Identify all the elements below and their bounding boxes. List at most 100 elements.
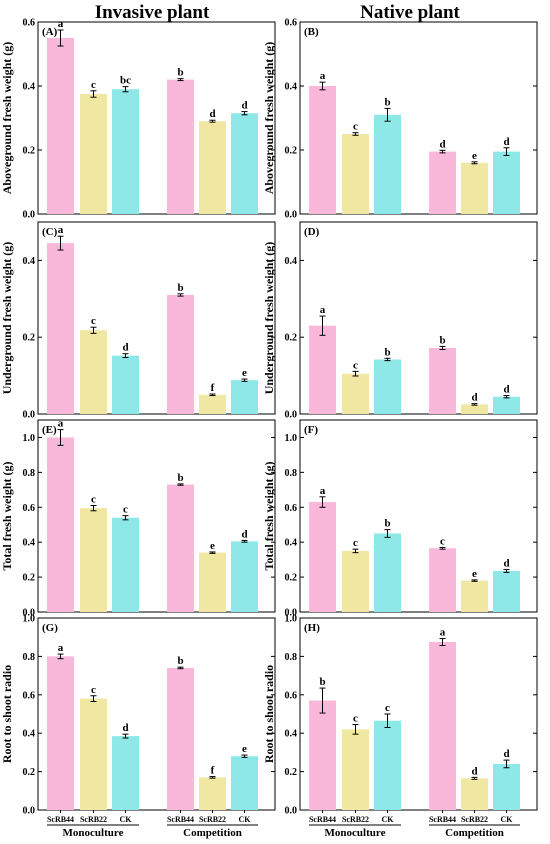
panel-tag: (F) (304, 424, 318, 436)
bar-scrb22 (80, 330, 107, 414)
bar-ck (231, 541, 258, 612)
significance-letter: d (209, 108, 215, 120)
significance-letter: f (211, 765, 215, 777)
bar-ck (231, 756, 258, 810)
significance-letter: c (91, 79, 96, 91)
column-title-native: Native plant (360, 2, 460, 23)
significance-letter: f (211, 382, 215, 394)
group-label: Monoculture (325, 827, 386, 839)
x-tick-label: ScRB44 (167, 815, 194, 824)
x-tick-label: CK (239, 815, 252, 824)
bar-scrb22 (199, 394, 226, 414)
y-tick-label: 0.0 (285, 806, 298, 817)
bar-scrb44 (429, 548, 456, 612)
significance-letter: bc (120, 75, 131, 87)
x-tick-label: CK (501, 815, 514, 824)
significance-letter: b (439, 334, 445, 346)
significance-letter: c (91, 684, 96, 696)
plot-frame (37, 617, 276, 811)
significance-letter: a (320, 70, 326, 82)
panel-h: 0.0 0.2 0.4 0.6 0.8 1.0 (H) Root to shoot radio… (262, 614, 538, 839)
significance-letter: d (503, 136, 509, 148)
bar-scrb22 (342, 373, 369, 414)
bar-ck (112, 89, 139, 214)
bar-scrb44 (309, 325, 336, 414)
y-tick-label: 0.6 (285, 690, 298, 701)
panel-tag: (B) (304, 26, 319, 38)
y-tick-label: 0.0 (285, 410, 298, 421)
bar-scrb22 (461, 404, 488, 414)
bar-scrb44 (47, 38, 74, 214)
bar-scrb22 (461, 162, 488, 214)
x-tick-label: ScRB44 (309, 815, 336, 824)
group-label: Monoculture (63, 827, 124, 839)
y-tick-label: 0.2 (285, 333, 298, 344)
y-tick-label: 0.8 (23, 652, 36, 663)
plot-frame (37, 419, 276, 613)
significance-letter: c (353, 713, 358, 725)
plot-frame (299, 419, 538, 613)
y-tick-label: 0.8 (23, 468, 36, 479)
y-tick-label: 0.0 (23, 806, 36, 817)
panel-tag: (H) (304, 622, 320, 634)
y-tick-label: 0.2 (285, 573, 298, 584)
bar-ck (374, 114, 401, 214)
significance-letter: d (503, 748, 509, 760)
x-tick-label: ScRB22 (461, 815, 488, 824)
bar-scrb22 (342, 729, 369, 810)
bar-scrb22 (80, 698, 107, 810)
bar-scrb44 (167, 294, 194, 414)
significance-letter: b (177, 472, 183, 484)
y-tick-label: 0.4 (285, 538, 298, 549)
y-tick-label: 0.6 (23, 690, 36, 701)
y-tick-label: 0.2 (23, 146, 36, 157)
panels: 0.0 0.2 0.4 0.6 (A) Aboveground fresh weight … (0, 18, 538, 839)
x-tick-label: ScRB44 (47, 815, 74, 824)
bar-ck (493, 151, 520, 214)
y-tick-label: 0.0 (285, 210, 298, 221)
y-axis-label: Root to shoot radio (0, 665, 14, 763)
y-tick-label: 0.2 (285, 146, 298, 157)
panel-tag: (D) (304, 226, 320, 238)
significance-letter: c (91, 494, 96, 506)
significance-letter: a (440, 627, 446, 639)
bar-scrb22 (80, 508, 107, 612)
bar-ck (231, 380, 258, 414)
bar-scrb22 (461, 580, 488, 612)
bar-scrb44 (167, 667, 194, 810)
y-tick-label: 0.4 (23, 82, 36, 93)
group-label: Competition (183, 827, 242, 839)
bar-scrb22 (199, 777, 226, 810)
y-tick-label: 0.4 (23, 729, 36, 740)
bar-scrb44 (47, 437, 74, 612)
y-axis-label: Aboveground fresh weight (g) (0, 42, 14, 195)
y-tick-label: 0.6 (23, 503, 36, 514)
significance-letter: d (241, 100, 247, 112)
y-axis-label: Underground fresh weight (g) (262, 242, 276, 395)
significance-letter: b (384, 518, 390, 530)
bar-scrb44 (429, 642, 456, 810)
bar-scrb22 (199, 552, 226, 612)
bar-ck (374, 533, 401, 612)
plot-frame (37, 221, 276, 415)
y-tick-label: 0.6 (285, 18, 298, 29)
y-tick-label: 0.8 (285, 652, 298, 663)
y-axis-label: Total fresh weight (g) (262, 462, 276, 571)
significance-letter: d (503, 384, 509, 396)
significance-letter: b (177, 67, 183, 79)
y-tick-label: 1.0 (285, 614, 298, 625)
x-tick-label: ScRB22 (199, 815, 226, 824)
significance-letter: b (177, 282, 183, 294)
significance-letter: c (385, 702, 390, 714)
bar-ck (374, 359, 401, 414)
bar-ck (374, 720, 401, 810)
bar-ck (112, 736, 139, 810)
significance-letter: d (471, 392, 477, 404)
bar-scrb44 (429, 151, 456, 214)
y-tick-label: 0.6 (23, 18, 36, 29)
y-tick-label: 0.2 (23, 573, 36, 584)
significance-letter: e (210, 540, 215, 552)
bar-ck (231, 113, 258, 214)
panel-b: 0.0 0.2 0.4 0.6 (B) Aboveground fresh weight … (262, 18, 538, 221)
